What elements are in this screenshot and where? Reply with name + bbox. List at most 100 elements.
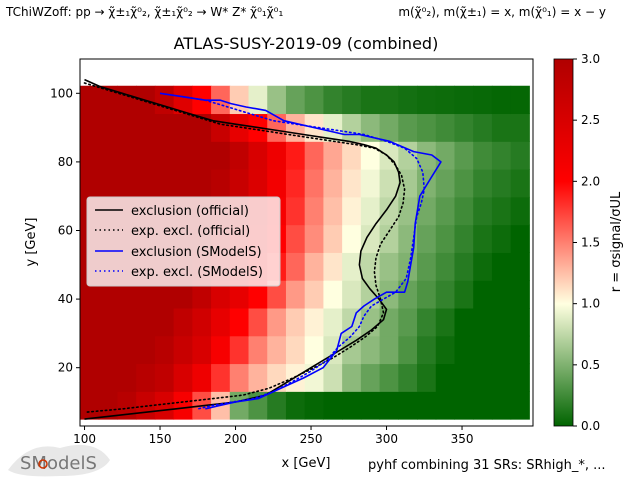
smodels-logo: SModelS bbox=[8, 444, 110, 477]
heatmap-cell bbox=[192, 363, 212, 392]
heatmap-cell bbox=[417, 196, 437, 226]
heatmap-cell bbox=[98, 335, 118, 365]
heatmap-cell bbox=[510, 141, 530, 170]
heatmap-cell bbox=[323, 113, 343, 142]
heatmap-cell bbox=[454, 335, 474, 365]
heatmap-cell bbox=[267, 113, 287, 142]
heatmap-cell bbox=[435, 280, 455, 309]
heatmap-cell bbox=[285, 196, 306, 226]
colorbar-tick-label: 2.0 bbox=[581, 174, 600, 188]
heatmap-cell bbox=[304, 252, 324, 281]
heatmap-cell bbox=[154, 169, 175, 198]
heatmap-cell bbox=[342, 224, 362, 253]
legend-label-smodels: exclusion (SModelS) bbox=[131, 245, 262, 260]
heatmap-cell bbox=[285, 141, 306, 170]
heatmap-cell bbox=[136, 308, 156, 337]
heatmap-cell bbox=[435, 169, 455, 198]
heatmap-cell bbox=[267, 308, 287, 337]
heatmap-cell bbox=[117, 280, 137, 309]
heatmap-cell bbox=[80, 85, 100, 115]
x-tick-label: 100 bbox=[73, 432, 96, 446]
heatmap-cell bbox=[360, 224, 381, 253]
heatmap-cell bbox=[229, 335, 250, 365]
legend-label-exp-smodels: exp. excl. (SModelS) bbox=[131, 265, 263, 280]
heatmap-cell bbox=[304, 224, 324, 253]
series-line-0 bbox=[84, 78, 401, 420]
heatmap-cell bbox=[379, 391, 399, 420]
colorbar-tick-label: 1.5 bbox=[581, 236, 600, 250]
heatmap-cell bbox=[510, 196, 530, 226]
heatmap-cell bbox=[473, 391, 493, 420]
heatmap-cell bbox=[117, 169, 137, 198]
logo-text: SModelS bbox=[20, 453, 97, 474]
y-tick-label: 40 bbox=[58, 292, 73, 306]
heatmap-cell bbox=[473, 224, 493, 253]
heatmap-cell bbox=[80, 169, 100, 198]
heatmap-cell bbox=[117, 113, 137, 142]
heatmap-cell bbox=[435, 113, 455, 142]
heatmap-cell bbox=[80, 113, 100, 142]
heatmap-cell bbox=[117, 308, 137, 337]
heatmap-cell bbox=[398, 169, 418, 198]
x-tick-label: 350 bbox=[451, 432, 474, 446]
colorbar-tick-label: 0.5 bbox=[581, 358, 600, 372]
heatmap-cell bbox=[342, 363, 362, 392]
heatmap-cell bbox=[173, 113, 193, 142]
heatmap-cell bbox=[398, 252, 418, 281]
heatmap-cell bbox=[454, 391, 474, 420]
heatmap-cell bbox=[323, 363, 343, 392]
heatmap-cell bbox=[510, 224, 530, 253]
x-tick-label: 150 bbox=[149, 432, 172, 446]
heatmap-cell bbox=[398, 308, 418, 337]
heatmap-cell bbox=[98, 280, 118, 309]
heatmap-cell bbox=[435, 85, 455, 115]
heatmap-cell bbox=[285, 335, 306, 365]
heatmap-cell bbox=[154, 335, 175, 365]
heatmap-cell bbox=[398, 85, 418, 115]
heatmap-cell bbox=[211, 363, 231, 392]
heatmap-cell bbox=[229, 113, 250, 142]
heatmap-cell bbox=[435, 391, 455, 420]
heatmap-cell bbox=[417, 141, 437, 170]
heatmap-cell bbox=[285, 252, 306, 281]
heatmap-cell bbox=[323, 224, 343, 253]
heatmap-cell bbox=[267, 141, 287, 170]
heatmap-cell bbox=[379, 224, 399, 253]
heatmap-cell bbox=[473, 252, 493, 281]
heatmap-cell bbox=[98, 308, 118, 337]
colorbar bbox=[553, 58, 574, 427]
heatmap-cell bbox=[360, 169, 381, 198]
heatmap-cell bbox=[248, 169, 268, 198]
colorbar-tick-label: 0.0 bbox=[581, 419, 600, 433]
heatmap-cell bbox=[491, 196, 512, 226]
heatmap-cell bbox=[98, 141, 118, 170]
heatmap-cell bbox=[136, 169, 156, 198]
heatmap-cell bbox=[360, 252, 381, 281]
heatmap-cell bbox=[285, 224, 306, 253]
heatmap-cell bbox=[248, 363, 268, 392]
heatmap-cell bbox=[417, 113, 437, 142]
heatmap-cell bbox=[510, 113, 530, 142]
heatmap-cell bbox=[454, 169, 474, 198]
heatmap-cell bbox=[473, 363, 493, 392]
heatmap-cell bbox=[323, 141, 343, 170]
y-tick-label: 20 bbox=[58, 361, 73, 375]
heatmap-cell bbox=[435, 335, 455, 365]
heatmap-cell bbox=[510, 85, 530, 115]
heatmap-cell bbox=[173, 335, 193, 365]
series-line-3 bbox=[181, 95, 426, 410]
heatmap-cell bbox=[117, 391, 137, 420]
heatmap-cell bbox=[435, 224, 455, 253]
heatmap-cell bbox=[454, 113, 474, 142]
heatmap-cell bbox=[248, 280, 268, 309]
heatmap-cell bbox=[379, 196, 399, 226]
legend: exclusion (official) exp. excl. (officia… bbox=[86, 196, 281, 287]
heatmap-cell bbox=[473, 85, 493, 115]
heatmap-cell bbox=[192, 335, 212, 365]
heatmap-cell bbox=[491, 141, 512, 170]
heatmap-cell bbox=[211, 141, 231, 170]
heatmap-cell bbox=[510, 252, 530, 281]
heatmap-cell bbox=[267, 335, 287, 365]
heatmap-cell bbox=[360, 308, 381, 337]
heatmap-cell bbox=[435, 308, 455, 337]
